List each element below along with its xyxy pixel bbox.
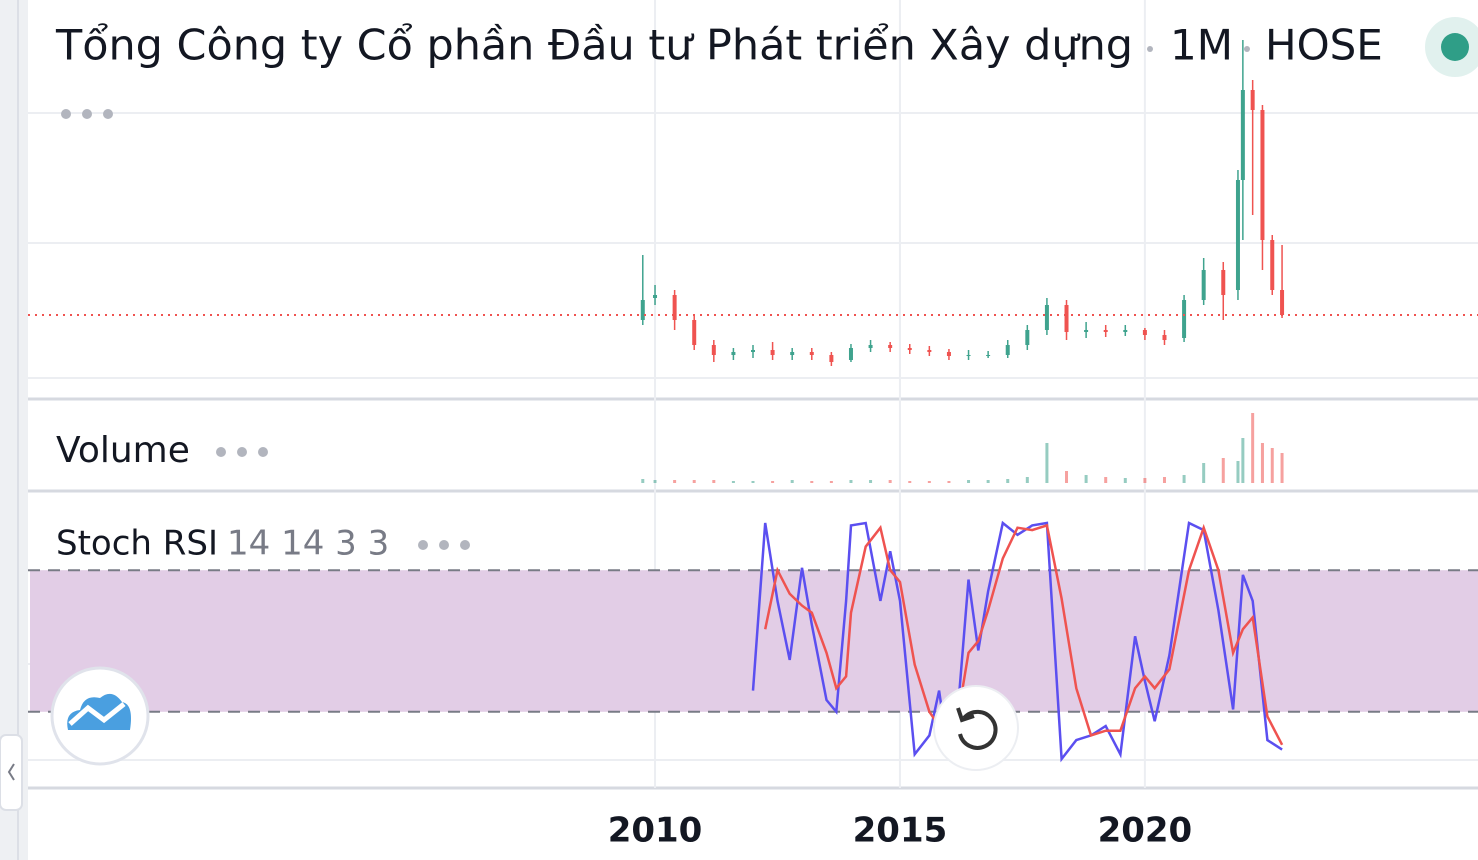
x-tick-label: 2010 [608, 811, 703, 851]
volume-bar [771, 481, 775, 483]
volume-bar [967, 480, 971, 483]
volume-bar [947, 481, 951, 483]
volume-bar [908, 481, 912, 483]
volume-bar [751, 481, 755, 483]
volume-bar [1065, 471, 1069, 483]
more-button[interactable] [418, 540, 470, 550]
candle-body [1235, 180, 1240, 290]
pane-title: Volume [56, 430, 190, 471]
stoch-line [763, 523, 1284, 746]
volume-bar [888, 480, 892, 483]
volume-bar [1045, 443, 1049, 483]
candle-body [1250, 90, 1255, 110]
volume-bar [1182, 475, 1186, 483]
indicator-parameters: 14 14 3 3 [227, 524, 389, 564]
volume-bar [849, 480, 853, 483]
candle-body [1221, 270, 1226, 295]
candle-body [1142, 330, 1147, 335]
candle-body [653, 295, 658, 298]
candle-body [888, 345, 893, 348]
volume-bar [731, 481, 735, 483]
candle-body [868, 345, 873, 348]
pane-title: Stoch RSI [56, 524, 218, 564]
interval: 1M [1170, 21, 1233, 70]
volume-bar [1202, 463, 1206, 483]
volume-bar [712, 480, 716, 483]
candle-body [829, 355, 834, 362]
x-tick-label: 2015 [853, 811, 948, 851]
candle-body [640, 300, 645, 320]
volume-bar [1236, 461, 1240, 483]
volume-bar [1006, 479, 1010, 483]
candle-body [770, 350, 775, 355]
candle-body [907, 348, 912, 350]
more-button[interactable] [216, 447, 268, 457]
candle-body [731, 352, 736, 355]
candle-body [1005, 345, 1010, 355]
candle-body [1084, 330, 1089, 332]
status-dot [1441, 33, 1469, 61]
volume-bar [1143, 478, 1147, 483]
candle-body [848, 348, 853, 360]
volume-bar [927, 481, 931, 483]
candle-body [1123, 330, 1128, 332]
x-tick-label: 2020 [1098, 811, 1193, 851]
volume-bar [869, 480, 873, 483]
volume-bar [986, 480, 990, 483]
volume-bar [1104, 477, 1108, 483]
candle-body [692, 320, 697, 345]
stoch-line [751, 520, 1283, 763]
volume-bar [1260, 443, 1264, 483]
candle-body [711, 345, 716, 355]
volume-bar [692, 480, 696, 483]
volume-bar [673, 480, 677, 483]
candle-body [1201, 270, 1206, 300]
candle-body [1044, 305, 1049, 330]
sidebar [0, 0, 28, 860]
candle-body [1182, 300, 1187, 338]
candle-body [751, 350, 755, 352]
candle-body [1064, 305, 1069, 332]
candle-body [966, 355, 971, 356]
volume-bar [1162, 477, 1166, 483]
volume-bar [641, 479, 645, 483]
candle-body [1162, 335, 1167, 340]
candle-body [986, 355, 991, 356]
candle-body [927, 350, 932, 352]
candle-body [790, 352, 795, 355]
volume-bar [1251, 413, 1255, 483]
volume-bar [1025, 477, 1029, 483]
candle-body [1280, 290, 1285, 315]
volume-bar [1270, 448, 1274, 483]
exchange: HOSE [1265, 21, 1383, 70]
volume-bar [810, 481, 814, 483]
volume-bar [1280, 453, 1284, 483]
separator-dot [1244, 46, 1250, 52]
candle-body [1240, 90, 1245, 180]
more-button[interactable] [61, 109, 113, 119]
candle-body [1270, 240, 1275, 290]
chart-title: Tổng Công ty Cổ phần Đầu tư Phát triển X… [55, 21, 1133, 70]
volume-bar [1221, 458, 1225, 483]
volume-bar [653, 480, 657, 483]
candle-body [1025, 330, 1030, 345]
plot: 2010 2015 2020 [28, 0, 1478, 851]
sidebar-toggle[interactable] [0, 734, 23, 811]
volume-bar [1084, 475, 1088, 483]
candle-body [1260, 110, 1265, 240]
logo-button[interactable] [50, 666, 150, 766]
candle-body [946, 352, 951, 356]
candle-body [672, 295, 677, 320]
reset-button[interactable] [933, 685, 1019, 771]
volume-bar [829, 481, 833, 483]
separator-dot [1147, 46, 1153, 52]
volume-bar [1123, 478, 1127, 483]
candle-body [809, 352, 814, 355]
candle-body [1103, 330, 1108, 332]
volume-bar [790, 480, 794, 483]
volume-bar [1241, 438, 1245, 483]
